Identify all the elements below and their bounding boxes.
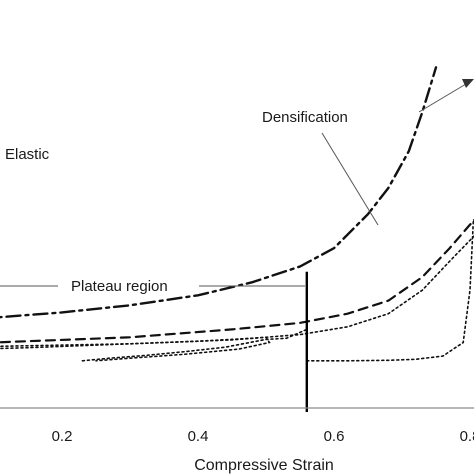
x-tick-label-0: 0.2 xyxy=(52,428,73,445)
series-line-5 xyxy=(306,216,474,362)
x-tick-label-1: 0.4 xyxy=(188,428,209,445)
x-tick-labels: 0.2 0.4 0.6 0.8 xyxy=(52,428,474,445)
series-line-3 xyxy=(0,336,271,362)
annotation-elastic: Elastic xyxy=(5,146,50,163)
annotation-densification: Densification xyxy=(262,109,348,126)
series-line-0 xyxy=(0,66,438,319)
densification-arrow-line xyxy=(418,83,467,113)
annotation-plateau-region: Plateau region xyxy=(71,278,168,295)
annotations: Elastic Densification Plateau region xyxy=(0,79,474,295)
densification-leader-line xyxy=(321,132,379,226)
x-axis-title: Compressive Strain xyxy=(194,457,334,474)
series-layer xyxy=(0,66,474,412)
x-tick-label-3: 0.8 xyxy=(460,428,474,445)
series-line-4 xyxy=(81,328,308,362)
densification-arrowhead xyxy=(462,79,474,88)
x-tick-label-2: 0.6 xyxy=(324,428,345,445)
series-line-1 xyxy=(0,220,474,344)
